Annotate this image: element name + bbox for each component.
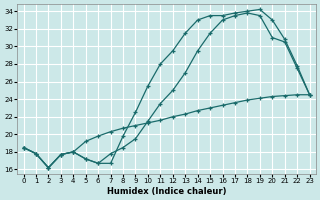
- X-axis label: Humidex (Indice chaleur): Humidex (Indice chaleur): [107, 187, 226, 196]
